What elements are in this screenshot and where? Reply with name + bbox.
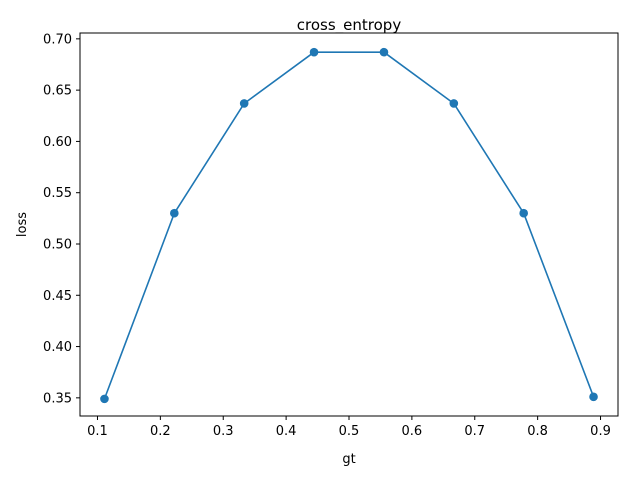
x-tick-label: 0.3 bbox=[213, 424, 234, 439]
data-point bbox=[589, 392, 598, 402]
x-axis-ticks: 0.1 0.2 0.3 0.4 0.5 0.6 0.7 0.8 0.9 bbox=[87, 416, 611, 439]
y-tick-label: 0.55 bbox=[43, 186, 72, 201]
y-tick-label: 0.50 bbox=[43, 237, 72, 252]
y-tick-label: 0.45 bbox=[43, 289, 72, 304]
data-point bbox=[379, 47, 389, 57]
x-tick-label: 0.4 bbox=[276, 424, 297, 439]
x-tick-label: 0.9 bbox=[590, 424, 611, 439]
series-line bbox=[103, 51, 595, 400]
data-point bbox=[170, 208, 179, 218]
plot-area bbox=[79, 32, 619, 417]
chart-title: cross_entropy bbox=[297, 16, 402, 35]
x-axis-label: gt bbox=[342, 452, 355, 467]
y-tick-label: 0.65 bbox=[43, 84, 72, 99]
data-point bbox=[100, 394, 109, 404]
y-tick-label: 0.40 bbox=[43, 340, 72, 355]
x-tick-label: 0.6 bbox=[402, 424, 423, 439]
y-tick-label: 0.60 bbox=[43, 135, 72, 150]
x-tick-label: 0.8 bbox=[527, 424, 548, 439]
y-tick-label: 0.70 bbox=[43, 32, 72, 47]
data-point bbox=[519, 208, 528, 218]
x-tick-label: 0.1 bbox=[87, 424, 108, 439]
data-point bbox=[239, 99, 249, 108]
data-point bbox=[449, 99, 459, 108]
plot-frame bbox=[79, 32, 619, 417]
y-axis-ticks: 0.35 0.40 0.45 0.50 0.55 0.60 0.65 0.70 bbox=[43, 32, 80, 406]
series-layer bbox=[100, 47, 598, 404]
x-tick-label: 0.2 bbox=[150, 424, 171, 439]
x-tick-label: 0.5 bbox=[339, 424, 360, 439]
x-tick-label: 0.7 bbox=[464, 424, 485, 439]
data-point bbox=[309, 47, 319, 57]
y-tick-label: 0.35 bbox=[43, 391, 72, 406]
y-axis-label: loss bbox=[15, 212, 30, 237]
